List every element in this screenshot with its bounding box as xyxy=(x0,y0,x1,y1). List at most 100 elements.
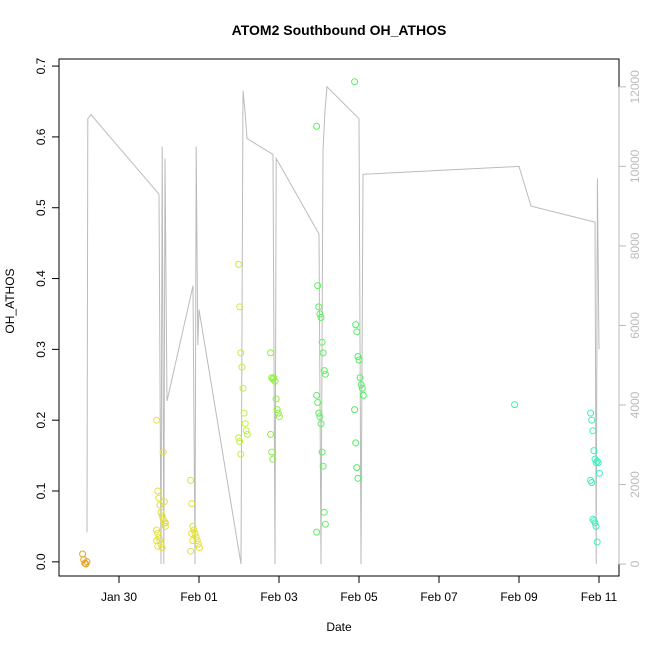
data-point xyxy=(153,416,161,424)
data-point xyxy=(188,500,196,508)
data-point xyxy=(317,314,325,321)
x-tick-label: Feb 09 xyxy=(500,590,538,604)
data-point xyxy=(321,520,329,528)
x-tick-label: Feb 03 xyxy=(260,590,298,604)
data-point xyxy=(316,310,324,318)
data-point xyxy=(243,430,251,438)
data-point xyxy=(587,409,595,417)
data-point xyxy=(189,537,197,545)
y-tick-label: 0.0 xyxy=(34,553,48,570)
data-point xyxy=(236,437,244,445)
data-point xyxy=(592,522,600,530)
data-point xyxy=(315,409,323,417)
chart-title: ATOM2 Southbound OH_ATHOS xyxy=(232,22,447,38)
data-point xyxy=(356,374,364,382)
line-series-path xyxy=(86,85,600,565)
data-point xyxy=(319,349,327,357)
data-point xyxy=(157,508,165,516)
y-tick-label: 0.2 xyxy=(34,412,48,429)
data-point xyxy=(153,526,161,534)
line-series xyxy=(86,85,600,565)
data-point xyxy=(321,370,329,378)
y-tick-label: 0.6 xyxy=(34,128,48,145)
data-point xyxy=(270,374,278,382)
y-tick-label: 0.4 xyxy=(34,270,48,287)
x-tick-label: Feb 05 xyxy=(340,590,378,604)
data-point xyxy=(320,367,328,375)
data-point xyxy=(313,391,321,399)
y-tick-label: 0.3 xyxy=(34,341,48,358)
data-point xyxy=(79,550,87,558)
data-point xyxy=(271,377,279,385)
data-point xyxy=(156,501,164,509)
data-point xyxy=(190,526,198,534)
y2-tick-label: 6000 xyxy=(628,312,642,339)
data-point xyxy=(155,533,163,541)
data-point xyxy=(191,530,199,537)
y2-tick-label: 12000 xyxy=(628,70,642,104)
data-point xyxy=(158,512,166,520)
data-point xyxy=(267,349,275,357)
data-point xyxy=(268,448,276,456)
data-point xyxy=(354,474,362,482)
data-point xyxy=(589,427,597,435)
data-point xyxy=(83,558,91,566)
data-point xyxy=(269,455,277,463)
data-point xyxy=(319,462,327,470)
data-point xyxy=(272,395,280,403)
x-tick-label: Feb 07 xyxy=(420,590,458,604)
data-point xyxy=(194,540,202,548)
y2-tick-label: 8000 xyxy=(628,232,642,259)
axes: Jan 30 Feb 01 Feb 03 Feb 05 Feb 07 Feb 09 Feb … xyxy=(34,57,642,604)
data-point xyxy=(593,538,601,546)
data-point xyxy=(236,303,244,311)
data-point xyxy=(193,537,201,545)
data-point xyxy=(275,413,283,421)
plot-frame xyxy=(58,58,620,577)
data-point xyxy=(352,321,360,329)
data-point xyxy=(237,450,245,458)
data-point xyxy=(274,409,282,417)
data-point xyxy=(241,420,249,428)
data-point xyxy=(315,303,323,311)
data-point xyxy=(589,515,597,523)
x-tick-label: Feb 01 xyxy=(180,590,218,604)
data-point xyxy=(240,409,248,417)
data-point xyxy=(158,544,166,552)
data-point xyxy=(313,528,321,536)
data-point xyxy=(235,434,243,442)
data-point xyxy=(355,356,363,364)
y2-tick-label: 4000 xyxy=(628,391,642,418)
data-point xyxy=(359,391,367,399)
data-point xyxy=(267,430,275,438)
y2-tick-label: 2000 xyxy=(628,471,642,498)
data-point xyxy=(358,384,366,392)
data-point xyxy=(353,464,361,472)
data-point xyxy=(273,406,281,414)
data-point xyxy=(357,381,365,389)
data-point xyxy=(354,353,362,360)
data-point xyxy=(313,122,321,130)
data-point xyxy=(187,547,195,555)
data-point xyxy=(269,375,277,383)
data-point xyxy=(235,260,243,268)
data-point xyxy=(242,427,250,435)
data-point xyxy=(593,457,601,465)
data-point xyxy=(588,479,596,486)
data-point xyxy=(188,530,196,537)
points-series xyxy=(79,78,603,568)
data-point xyxy=(238,363,246,371)
data-point xyxy=(187,476,195,484)
data-point xyxy=(239,384,247,392)
data-point xyxy=(351,78,359,86)
x-tick-label: Jan 30 xyxy=(101,590,137,604)
data-point xyxy=(160,498,168,506)
data-point xyxy=(316,413,324,421)
data-point xyxy=(592,459,600,467)
x-tick-label: Feb 11 xyxy=(581,590,618,604)
data-point xyxy=(159,515,167,523)
data-point xyxy=(154,487,162,495)
data-point xyxy=(195,544,203,552)
data-point xyxy=(591,519,599,527)
